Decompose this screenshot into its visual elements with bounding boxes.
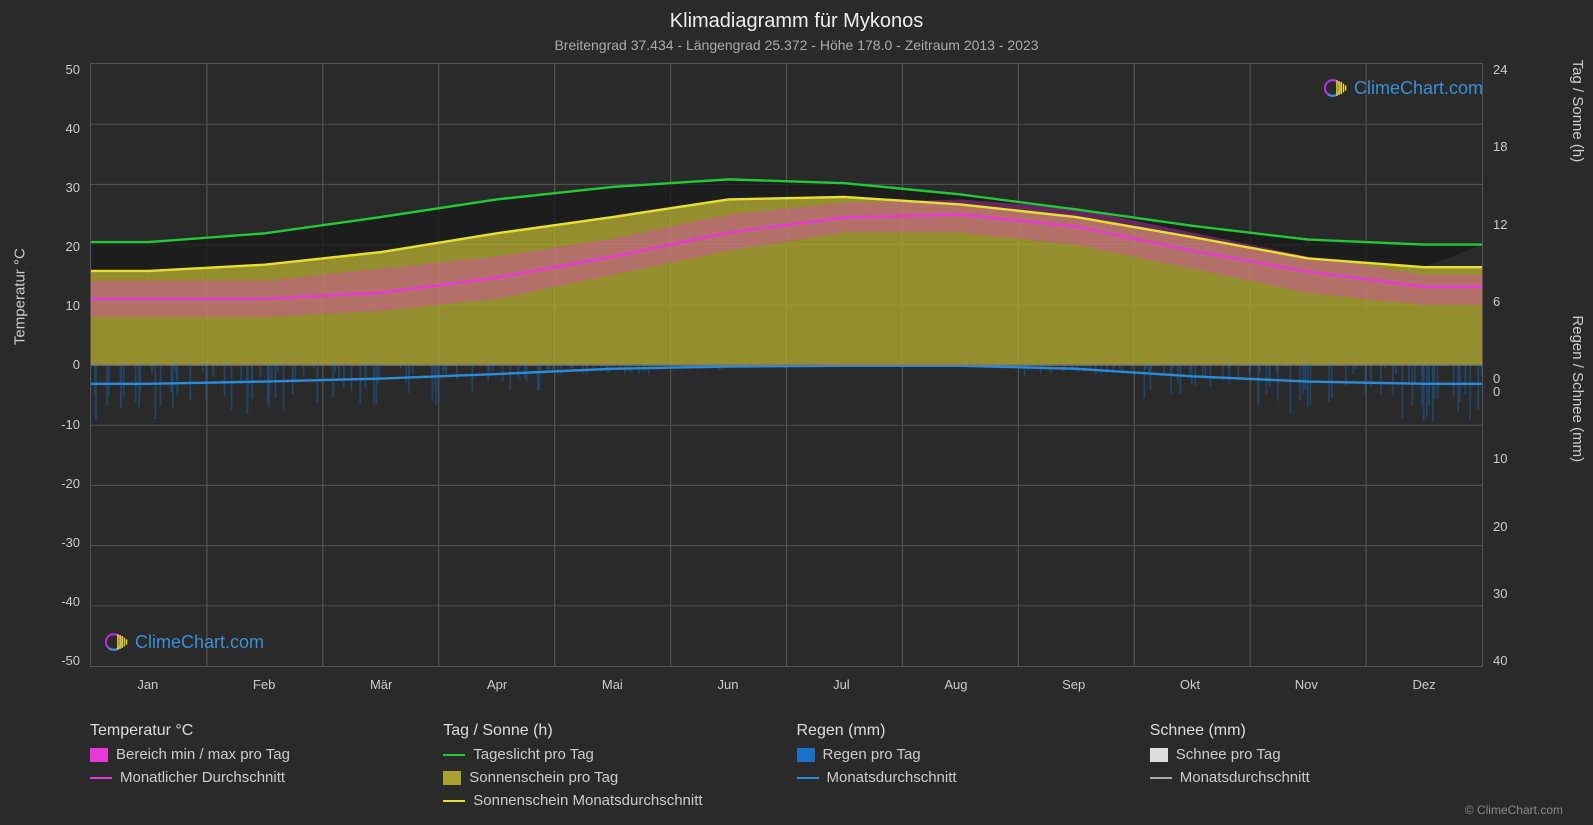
legend-line [1150, 777, 1172, 779]
legend-item: Sonnenschein pro Tag [443, 769, 776, 786]
y-right-bottom-tick: 0 [1493, 385, 1523, 398]
y-left-tick: 50 [50, 63, 80, 76]
x-axis-month: Mär [370, 677, 392, 692]
legend-label: Tageslicht pro Tag [473, 746, 594, 763]
x-axis-month: Apr [487, 677, 507, 692]
legend-swatch [797, 748, 815, 762]
legend-label: Sonnenschein Monatsdurchschnitt [473, 792, 702, 809]
y-right-top-tick: 24 [1493, 63, 1523, 76]
title-block: Klimadiagramm für Mykonos Breitengrad 37… [30, 10, 1563, 63]
y-right-top-tick: 12 [1493, 218, 1523, 231]
y-right-bottom-tick: 20 [1493, 520, 1523, 533]
x-axis-month: Aug [944, 677, 967, 692]
legend-group: Schnee (mm) Schnee pro Tag Monatsdurchschn… [1150, 722, 1483, 815]
y-axis-right-bottom-label: Regen / Schnee (mm) [1570, 315, 1587, 462]
copyright: © ClimeChart.com [1465, 803, 1563, 817]
legend-line [443, 800, 465, 802]
chart-container: Klimadiagramm für Mykonos Breitengrad 37… [0, 0, 1593, 825]
climechart-logo-icon [1324, 75, 1350, 101]
legend-group-title: Tag / Sonne (h) [443, 722, 776, 740]
chart-subtitle: Breitengrad 37.434 - Längengrad 25.372 -… [30, 37, 1563, 53]
climechart-logo-icon [105, 629, 131, 655]
legend-item: Bereich min / max pro Tag [90, 746, 423, 763]
legend-item: Sonnenschein Monatsdurchschnitt [443, 792, 776, 809]
y-left-tick: -40 [50, 595, 80, 608]
chart-area: Temperatur °C Tag / Sonne (h) Regen / Sc… [30, 63, 1563, 707]
x-axis-month: Feb [253, 677, 275, 692]
legend-label: Schnee pro Tag [1176, 746, 1281, 763]
legend-area: Temperatur °C Bereich min / max pro Tag Mo… [90, 722, 1483, 815]
y-axis-right-top-ticks: 24181260 [1493, 63, 1523, 385]
y-right-bottom-tick: 40 [1493, 654, 1523, 667]
watermark-text: ClimeChart.com [1354, 78, 1483, 99]
legend-line [443, 754, 465, 756]
watermark-bottom: ClimeChart.com [105, 629, 264, 655]
plot-area [90, 63, 1483, 667]
legend-swatch [90, 748, 108, 762]
y-right-top-tick: 6 [1493, 295, 1523, 308]
x-axis-month: Mai [602, 677, 623, 692]
legend-item: Schnee pro Tag [1150, 746, 1483, 763]
legend-line [797, 777, 819, 779]
y-left-tick: 30 [50, 181, 80, 194]
legend-group-title: Temperatur °C [90, 722, 423, 740]
x-axis-month: Sep [1062, 677, 1085, 692]
x-axis-month: Dez [1413, 677, 1436, 692]
legend-swatch [443, 771, 461, 785]
legend-label: Sonnenschein pro Tag [469, 769, 618, 786]
legend-group-title: Regen (mm) [797, 722, 1130, 740]
y-left-tick: -50 [50, 654, 80, 667]
legend-label: Monatsdurchschnitt [1180, 769, 1310, 786]
legend-label: Bereich min / max pro Tag [116, 746, 290, 763]
legend-item: Monatsdurchschnitt [1150, 769, 1483, 786]
y-left-tick: 20 [50, 240, 80, 253]
x-axis-month: Jan [137, 677, 158, 692]
plot-svg [91, 64, 1482, 666]
y-axis-left-ticks: 50 40 30 20 10 0 -10 -20 -30 -40 -50 [50, 63, 80, 667]
legend-group: Tag / Sonne (h) Tageslicht pro Tag Sonnens… [443, 722, 776, 815]
legend-item: Regen pro Tag [797, 746, 1130, 763]
legend-group-title: Schnee (mm) [1150, 722, 1483, 740]
y-axis-left-label: Temperatur °C [12, 248, 29, 345]
y-right-bottom-tick: 30 [1493, 587, 1523, 600]
y-left-tick: 40 [50, 122, 80, 135]
x-axis-month: Okt [1180, 677, 1200, 692]
y-axis-right-bottom-ticks: 0 10 20 30 40 [1493, 385, 1523, 667]
chart-title: Klimadiagramm für Mykonos [30, 10, 1563, 33]
legend-label: Monatsdurchschnitt [827, 769, 957, 786]
y-left-tick: 10 [50, 299, 80, 312]
y-right-top-tick: 18 [1493, 140, 1523, 153]
x-axis-ticks: Jan Feb Mär Apr Mai Jun Jul Aug Sep Okt Nov Dez [90, 677, 1483, 692]
x-axis-month: Nov [1295, 677, 1318, 692]
y-left-tick: -20 [50, 477, 80, 490]
legend-label: Regen pro Tag [823, 746, 921, 763]
y-left-tick: -30 [50, 536, 80, 549]
legend-item: Monatsdurchschnitt [797, 769, 1130, 786]
y-axis-right-top-label: Tag / Sonne (h) [1570, 59, 1587, 162]
y-left-tick: 0 [50, 358, 80, 371]
legend-group: Temperatur °C Bereich min / max pro Tag Mo… [90, 722, 423, 815]
y-left-tick: -10 [50, 418, 80, 431]
watermark-text: ClimeChart.com [135, 632, 264, 653]
legend-label: Monatlicher Durchschnitt [120, 769, 285, 786]
x-axis-month: Jun [717, 677, 738, 692]
legend-item: Monatlicher Durchschnitt [90, 769, 423, 786]
legend-item: Tageslicht pro Tag [443, 746, 776, 763]
y-right-bottom-tick: 10 [1493, 452, 1523, 465]
legend-line [90, 777, 112, 779]
legend-group: Regen (mm) Regen pro Tag Monatsdurchschnit… [797, 722, 1130, 815]
legend-swatch [1150, 748, 1168, 762]
x-axis-month: Jul [833, 677, 850, 692]
watermark-top: ClimeChart.com [1324, 75, 1483, 101]
